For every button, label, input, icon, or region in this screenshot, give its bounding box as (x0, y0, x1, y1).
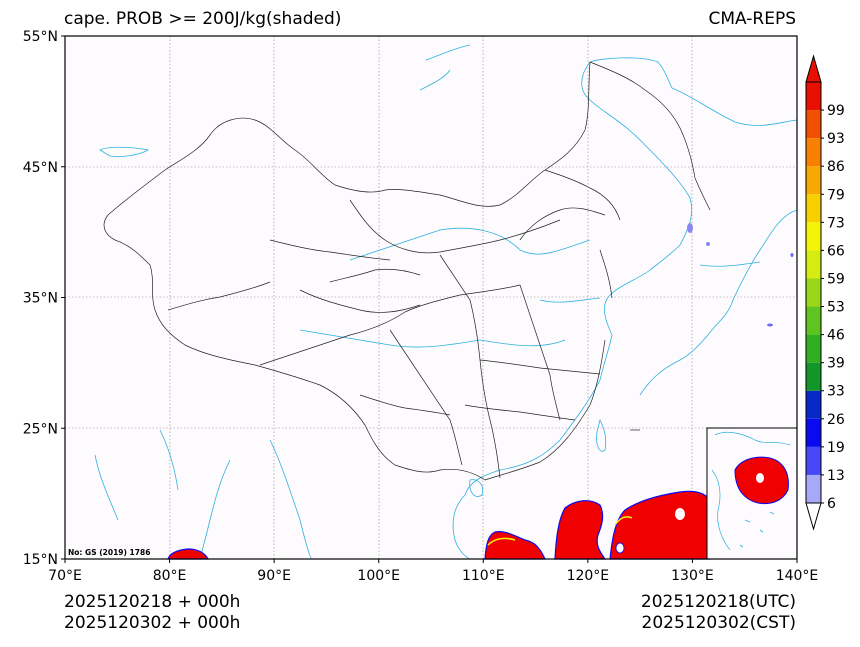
lon-tick-label: 70°E (48, 568, 82, 584)
model-name: CMA-REPS (708, 9, 796, 29)
colorbar-level-label: 99 (827, 103, 845, 119)
colorbar-segment (806, 306, 821, 335)
colorbar-segment (806, 418, 821, 447)
political-borders (103, 61, 711, 481)
colorbar-level-label: 79 (827, 187, 845, 203)
map-title: cape. PROB >= 200J/kg(shaded) (64, 9, 342, 29)
colorbar-level-label: 66 (827, 243, 845, 259)
lon-tick-label: 120°E (567, 568, 610, 584)
colorbar-segment (806, 334, 821, 363)
lat-tick-label: 35°N (23, 291, 58, 307)
colorbar-level-label: 13 (827, 468, 845, 484)
colorbar-segment (806, 194, 821, 223)
init-time-cst: 2025120302 + 000h (64, 613, 241, 633)
colorbar-segment (806, 222, 821, 251)
colorbar-level-label: 86 (827, 159, 845, 175)
colorbar-segment (806, 166, 821, 195)
forecast-time-left: 2025120218 + 000h 2025120302 + 000h (64, 592, 240, 634)
longitude-labels: 70°E 80°E 90°E 100°E 110°E 120°E 130°E 140°E (48, 559, 818, 584)
south-china-sea-inset (706, 427, 798, 560)
colorbar-segment (806, 82, 821, 111)
lon-tick-label: 140°E (776, 568, 819, 584)
lat-tick-label: 55°N (23, 29, 58, 45)
map-figure: No: GS (2019) 1786 55°N45°N35°N25°N15°N … (23, 29, 845, 584)
watermark: No: GS (2019) 1786 (68, 548, 150, 557)
colorbar-level-label: 46 (827, 328, 845, 344)
gridlines (65, 36, 797, 559)
colorbar-level-label: 19 (827, 440, 845, 456)
lon-tick-label: 80°E (153, 568, 187, 584)
valid-time-utc: 2025120218(UTC) (640, 592, 796, 612)
colorbar-level-label: 33 (827, 384, 845, 400)
colorbar-segment (806, 474, 821, 503)
lon-tick-label: 100°E (357, 568, 400, 584)
colorbar-level-label: 26 (827, 412, 845, 428)
colorbar-segment (806, 250, 821, 279)
colorbar-segment (806, 362, 821, 391)
colorbar-segment (806, 390, 821, 419)
colorbar-level-label: 73 (827, 215, 845, 231)
colorbar-level-label: 39 (827, 356, 845, 372)
colorbar-segment (806, 110, 821, 139)
colorbar-level-label: 59 (827, 271, 845, 287)
latitude-labels: 55°N 45°N 35°N 25°N 15°N (23, 29, 65, 568)
colorbar-max-arrow (805, 54, 822, 83)
colorbar-level-label: 6 (827, 496, 836, 512)
valid-time-cst: 2025120302(CST) (641, 613, 796, 633)
lon-tick-label: 110°E (462, 568, 505, 584)
colorbar-min-arrow (805, 502, 822, 531)
lat-tick-label: 45°N (23, 160, 58, 176)
probability-shading (167, 223, 794, 560)
init-time-utc: 2025120218 + 000h (64, 592, 241, 612)
colorbar-segment (806, 278, 821, 307)
colorbar-segment (806, 446, 821, 475)
colorbar-segment (806, 138, 821, 167)
colorbar-level-label: 53 (827, 300, 845, 316)
valid-time-right: 2025120218(UTC) 2025120302(CST) (641, 592, 796, 634)
colorbar-level-label: 93 (827, 131, 845, 147)
map-background (65, 36, 797, 559)
lat-tick-label: 25°N (23, 421, 58, 437)
lon-tick-label: 130°E (671, 568, 714, 584)
colorbar: 6 13 19 26 33 39 46 53 59 66 73 79 86 93 99 (805, 54, 845, 531)
lat-tick-label: 15°N (23, 552, 58, 568)
lon-tick-label: 90°E (257, 568, 291, 584)
